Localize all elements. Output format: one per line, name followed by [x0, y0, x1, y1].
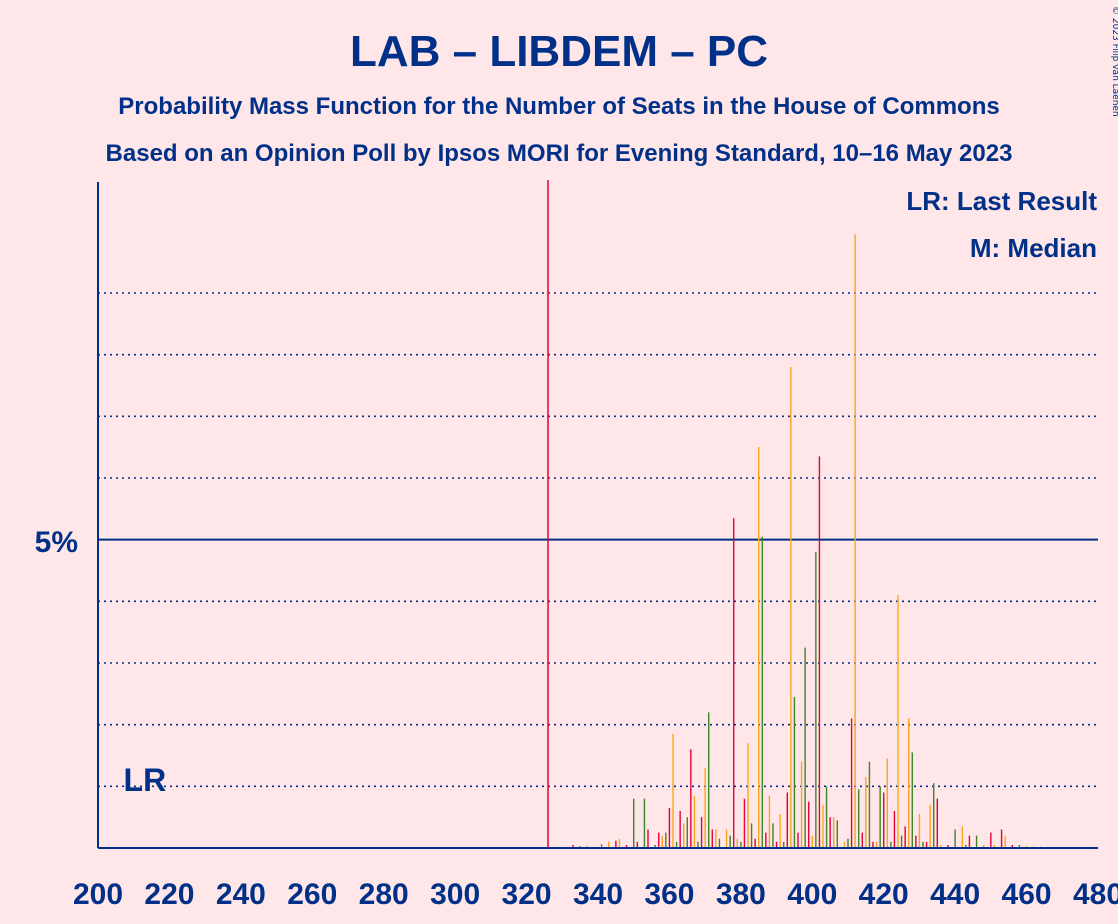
x-tick-420: 420 — [859, 878, 909, 911]
x-tick-280: 280 — [359, 878, 409, 911]
x-tick-320: 320 — [502, 878, 552, 911]
last-result-label: LR — [124, 762, 167, 798]
x-tick-360: 360 — [644, 878, 694, 911]
x-tick-240: 240 — [216, 878, 266, 911]
x-tick-440: 440 — [930, 878, 980, 911]
bars — [572, 234, 1063, 848]
x-tick-400: 400 — [787, 878, 837, 911]
axes — [97, 180, 1098, 849]
chart-subtitle-1: Probability Mass Function for the Number… — [118, 93, 999, 120]
x-tick-260: 260 — [287, 878, 337, 911]
x-tick-300: 300 — [430, 878, 480, 911]
x-tick-labels: 200 220 240 260 280 300 320 340 360 380 400 420 440 4… — [73, 878, 1118, 911]
x-tick-340: 340 — [573, 878, 623, 911]
x-tick-480: 480 — [1073, 878, 1118, 911]
x-tick-460: 460 — [1002, 878, 1052, 911]
x-tick-380: 380 — [716, 878, 766, 911]
legend-last-result: LR: Last Result — [906, 186, 1097, 216]
x-tick-220: 220 — [144, 878, 194, 911]
x-tick-200: 200 — [73, 878, 123, 911]
gridlines — [98, 292, 1098, 788]
legend-median: M: Median — [970, 233, 1097, 263]
y-tick-label-5: 5% — [35, 526, 78, 559]
chart-subtitle-2: Based on an Opinion Poll by Ipsos MORI f… — [106, 140, 1013, 167]
copyright-text: © 2023 Filip van Laenen — [1110, 6, 1118, 117]
chart-title: LAB – LIBDEM – PC — [350, 27, 768, 76]
